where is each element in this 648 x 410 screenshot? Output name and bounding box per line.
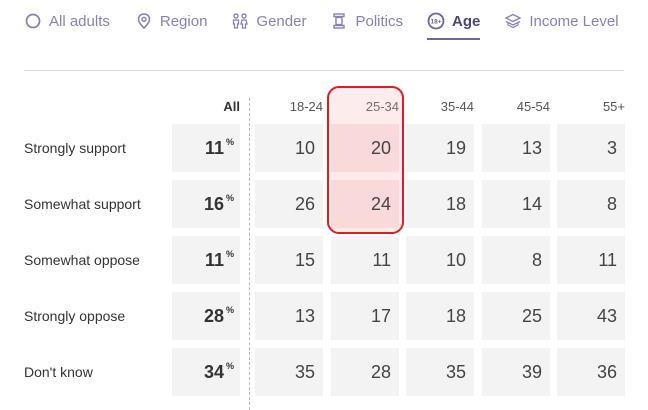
tab-label: Income Level [529,12,619,30]
table-cell: 18 [406,292,474,340]
tab-region[interactable]: Region [135,0,208,42]
table-cell: 35 [255,348,323,396]
table-cell: 10 [406,236,474,284]
table-cell: 19 [406,124,474,172]
circle-icon [24,12,42,30]
table-cell: 14 [482,180,550,228]
cell-all: 11% [172,124,240,172]
row-label: Somewhat support [24,195,141,212]
cell-all: 34% [172,348,240,396]
tab-age[interactable]: 18+ Age [426,0,481,42]
tab-income-level[interactable]: Income Level [504,0,619,42]
divider [24,70,624,71]
table-cell: 25 [482,292,550,340]
cell-all: 28% [172,292,240,340]
table-cell: 43 [557,292,625,340]
column-header-45-54: 45-54 [516,99,550,114]
percent-sign: % [225,249,234,259]
percent-sign: % [225,137,234,147]
tab-label: Gender [256,12,307,30]
column-header-55-plus: 55+ [602,99,625,114]
table-cell: 36 [557,348,625,396]
table-cell: 3 [557,124,625,172]
tab-label: Politics [355,12,403,30]
percent-sign: % [225,361,234,371]
table-cell: 18 [406,180,474,228]
tab-label: Region [159,12,208,30]
column-icon [330,12,348,30]
table-cell: 24 [331,180,399,228]
tab-label: Age [451,12,481,30]
age-icon: 18+ [427,12,445,30]
filter-tabs: All adults Region Gender Politics 18+ Ag… [24,0,634,50]
percent-sign: % [225,193,234,203]
table-cell: 8 [482,236,550,284]
row-label: Somewhat oppose [24,251,140,268]
column-separator [249,98,250,410]
cell-all-value: 28 [203,305,224,326]
cell-all-value: 16 [203,193,224,214]
row-label: Strongly support [24,139,126,156]
table-cell: 10 [255,124,323,172]
cell-all-value: 11 [204,137,224,158]
cell-all: 16% [172,180,240,228]
svg-text:18+: 18+ [430,19,441,26]
row-label: Strongly oppose [24,307,126,324]
table-cell: 8 [557,180,625,228]
table-cell: 28 [331,348,399,396]
tab-all-adults[interactable]: All adults [24,0,110,42]
table-cell: 17 [331,292,399,340]
tab-gender[interactable]: Gender [231,0,306,42]
table-cell: 20 [331,124,399,172]
tab-politics[interactable]: Politics [330,0,403,42]
percent-sign: % [225,305,234,315]
table-cell: 39 [482,348,550,396]
table-cell: 13 [482,124,550,172]
tab-label: All adults [49,12,110,30]
table-cell: 11 [331,236,399,284]
column-header-18-24: 18-24 [289,99,323,114]
gender-icon [231,12,249,30]
cell-all: 11% [172,236,240,284]
cell-all-value: 34 [203,361,224,382]
column-header-all: All [223,99,240,114]
location-pin-icon [135,12,153,30]
cell-all-value: 11 [204,249,224,270]
table-cell: 35 [406,348,474,396]
table-cell: 11 [557,236,625,284]
row-label: Don't know [24,363,93,380]
column-header-35-44: 35-44 [440,99,474,114]
stack-icon [504,12,522,30]
table-cell: 13 [255,292,323,340]
table-cell: 26 [255,180,323,228]
column-header-25-34: 25-34 [365,99,399,114]
table-cell: 15 [255,236,323,284]
